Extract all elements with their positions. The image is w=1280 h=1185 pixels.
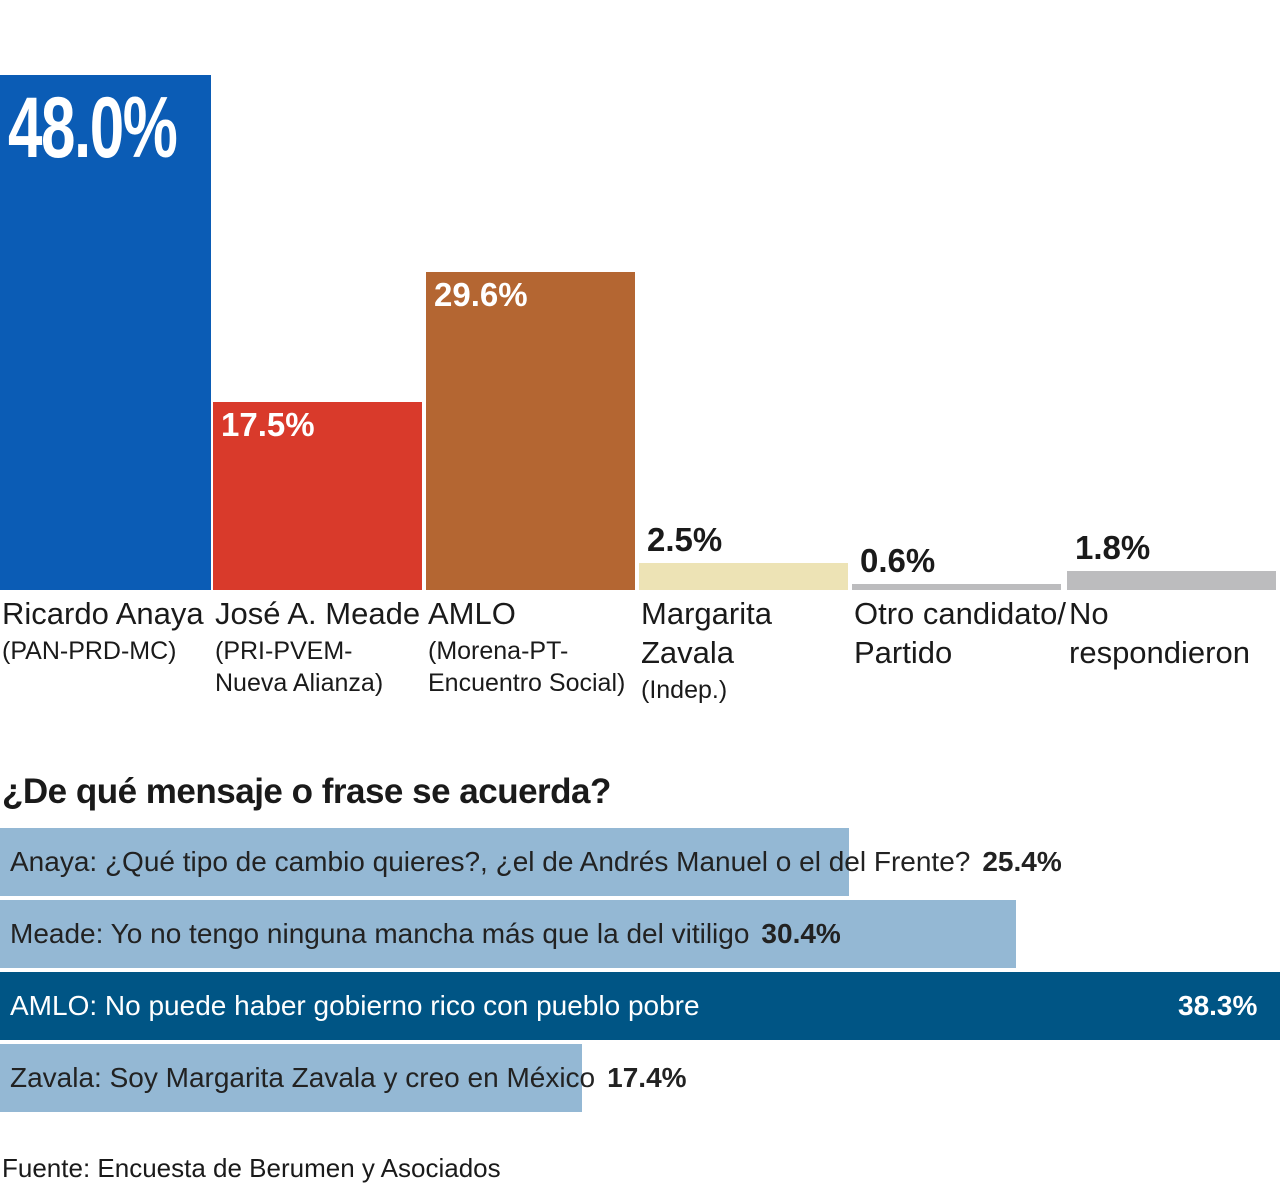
category-label: Zavala: Soy Margarita Zavala y creo en M… xyxy=(10,1062,596,1093)
bar xyxy=(426,272,635,590)
category-label: Anaya: ¿Qué tipo de cambio quieres?, ¿el… xyxy=(10,846,971,877)
value-label: 2.5% xyxy=(647,521,723,559)
bar xyxy=(0,972,1280,1040)
bar xyxy=(1067,570,1276,590)
bar xyxy=(0,828,849,896)
category-sublabel: (PAN-PRD-MC) xyxy=(2,637,177,665)
bar-row: Meade: Yo no tengo ninguna mancha más qu… xyxy=(10,900,841,968)
value-label: 25.4% xyxy=(982,846,1062,877)
value-label: 48.0% xyxy=(8,80,178,176)
category-sublabel: (Indep.) xyxy=(641,676,728,704)
value-label: 30.4% xyxy=(761,918,841,949)
value-label: 29.6% xyxy=(434,276,528,314)
category-label: Otro candidato/ Partido xyxy=(854,596,1066,670)
category-label: José A. Meade xyxy=(215,596,421,631)
bar-row: AMLO: No puede haber gobierno rico con p… xyxy=(10,972,1257,1040)
category-label: Meade: Yo no tengo ninguna mancha más qu… xyxy=(10,918,750,949)
bar xyxy=(0,1044,582,1112)
category-label: AMLO: No puede haber gobierno rico con p… xyxy=(10,990,700,1021)
bar-row: Anaya: ¿Qué tipo de cambio quieres?, ¿el… xyxy=(10,828,1062,896)
value-label: 17.4% xyxy=(607,1062,687,1093)
category-label: No respondieron xyxy=(1069,596,1250,670)
bar xyxy=(0,75,211,590)
category-label: AMLO xyxy=(428,596,516,631)
value-label: 1.8% xyxy=(1075,528,1151,566)
source: Fuente: Encuesta de Berumen y Asociados xyxy=(2,1153,501,1183)
category-sublabel: (Morena-PT-Encuentro Social) xyxy=(428,637,626,697)
category-sublabel: (PRI-PVEM-Nueva Alianza) xyxy=(215,637,384,697)
value-label: 0.6% xyxy=(860,541,936,579)
category-label: Margarita Zavala xyxy=(641,596,772,670)
bar xyxy=(639,563,848,590)
bar xyxy=(213,402,422,590)
bar-row: Zavala: Soy Margarita Zavala y creo en M… xyxy=(10,1044,687,1112)
chart-title: ¿De qué mensaje o frase se acuerda? xyxy=(2,772,611,811)
bar xyxy=(852,583,1061,590)
value-label: 17.5% xyxy=(221,406,315,444)
category-label: Ricardo Anaya xyxy=(2,596,204,631)
bar xyxy=(0,900,1016,968)
value-label: 38.3% xyxy=(1178,990,1258,1021)
